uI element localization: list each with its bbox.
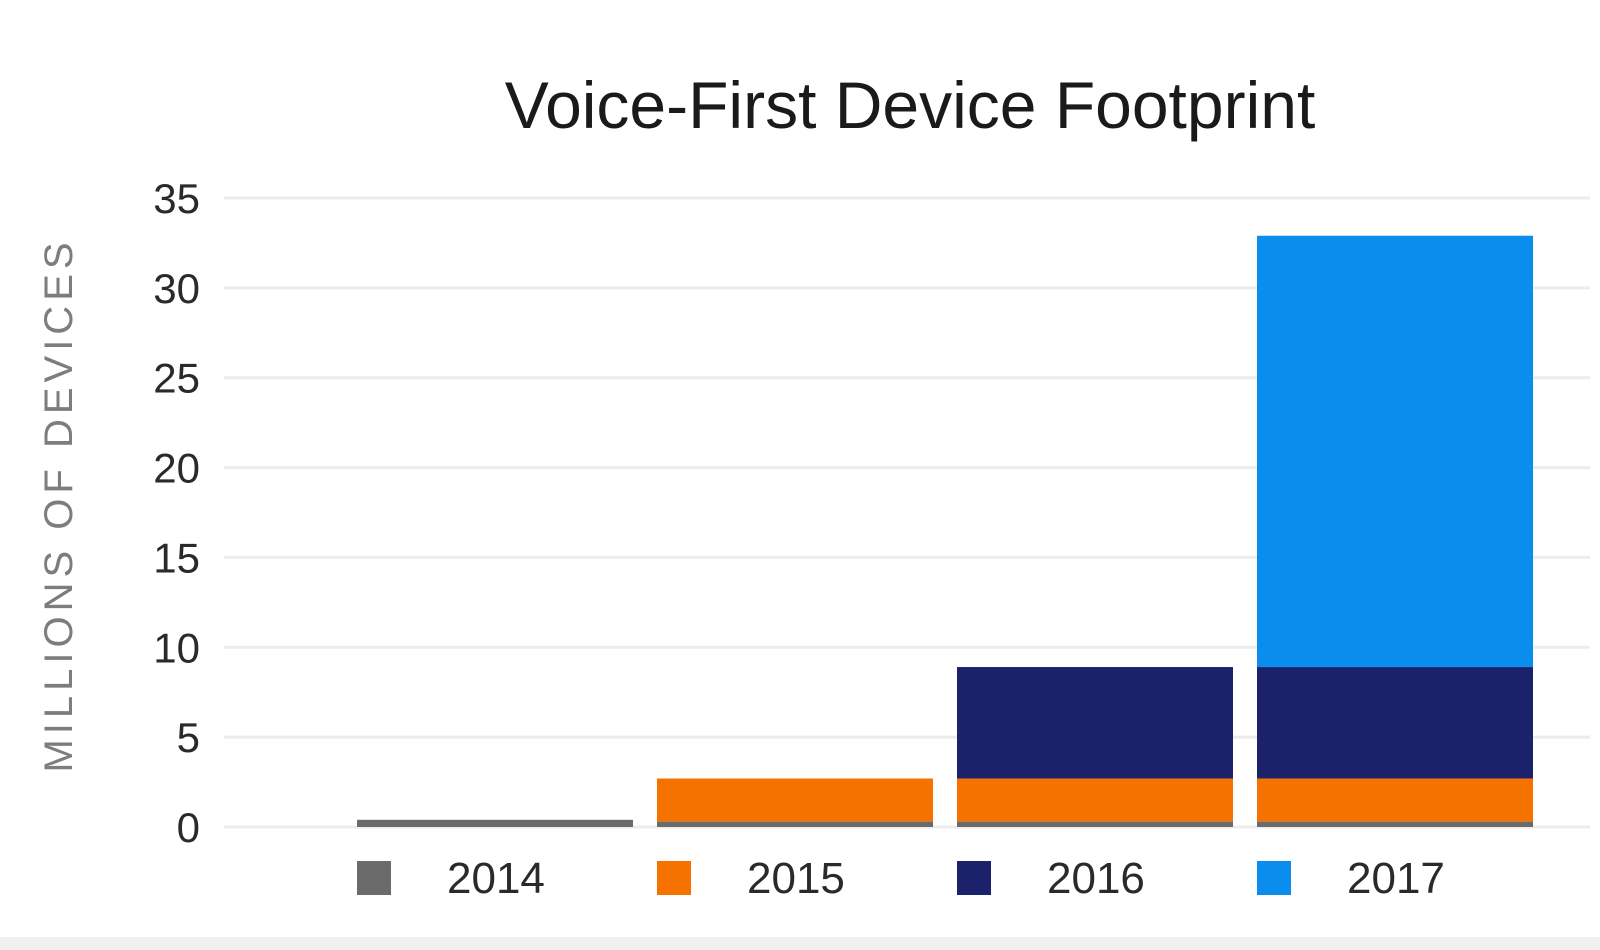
legend-swatch-2016: [957, 861, 991, 895]
bar-segment-2014-2014: [357, 819, 633, 827]
chart-title: Voice-First Device Footprint: [505, 68, 1316, 142]
legend-label-2015: 2015: [747, 854, 845, 903]
y-tick-label: 25: [153, 355, 200, 402]
grid-lines: [224, 196, 1590, 829]
y-tick-label: 15: [153, 534, 200, 581]
y-tick-labels: 0 5 10 15 20 25 30 35: [153, 175, 200, 851]
bar-segment-2016-2014: [957, 821, 1233, 827]
y-tick-label: 0: [177, 804, 200, 851]
legend-label-2017: 2017: [1347, 854, 1445, 903]
legend: 2014 2015 2016 2017: [357, 854, 1445, 903]
bar-segment-2015-2015: [657, 778, 933, 822]
bar-segment-2017-2016: [1257, 667, 1533, 779]
bar-segment-2017-2015: [1257, 778, 1533, 822]
y-tick-label: 10: [153, 624, 200, 671]
bars: [357, 235, 1533, 827]
legend-swatch-2014: [357, 861, 391, 895]
bar-segment-2016-2016: [957, 667, 1233, 779]
legend-swatch-2017: [1257, 861, 1291, 895]
bar-segment-2016-2015: [957, 778, 1233, 822]
legend-label-2016: 2016: [1047, 854, 1145, 903]
y-axis-label: MILLIONS OF DEVICES: [37, 237, 81, 772]
bar-segment-2017-2014: [1257, 821, 1533, 827]
bottom-strip: [0, 937, 1600, 950]
legend-swatch-2015: [657, 861, 691, 895]
bar-segment-2017-2017: [1257, 235, 1533, 668]
y-tick-label: 20: [153, 445, 200, 492]
y-tick-label: 5: [177, 714, 200, 761]
y-tick-label: 35: [153, 175, 200, 222]
legend-label-2014: 2014: [447, 854, 545, 903]
bar-segment-2015-2014: [657, 821, 933, 827]
y-tick-label: 30: [153, 265, 200, 312]
